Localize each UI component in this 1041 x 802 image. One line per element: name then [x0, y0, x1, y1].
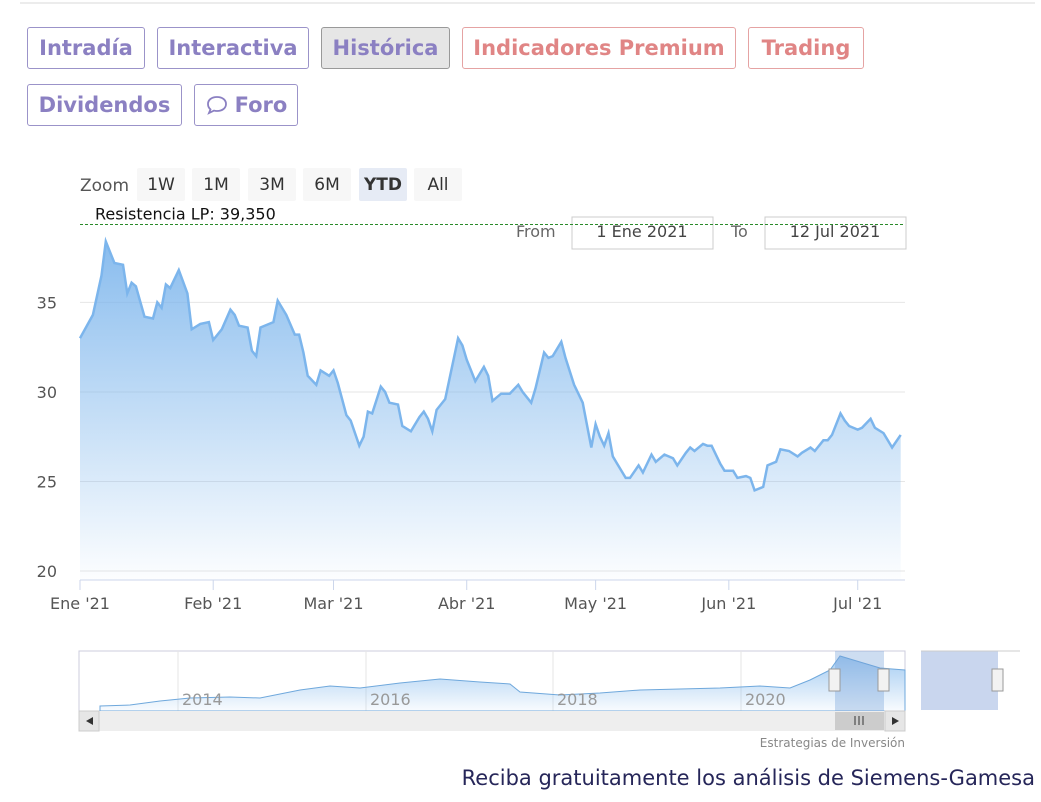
nav-series — [99, 655, 906, 712]
chat-icon — [206, 96, 227, 115]
x-tick-label: Jun '21 — [700, 594, 756, 613]
x-tick-label: Feb '21 — [184, 594, 242, 613]
zoom-button[interactable] — [137, 168, 185, 201]
zoom-button[interactable] — [248, 168, 296, 201]
tab-label: Foro — [234, 93, 288, 117]
tab[interactable]: Histórica — [321, 27, 450, 69]
nav-handle[interactable] — [991, 668, 1004, 692]
from-label: From — [516, 222, 556, 241]
tab[interactable]: Interactiva — [157, 27, 309, 69]
zoom-label: Zoom — [80, 176, 129, 196]
zoom-button-label: 6M — [314, 175, 339, 195]
area — [80, 241, 901, 580]
tab[interactable]: Dividendos — [27, 84, 182, 126]
scroll-right[interactable] — [884, 710, 906, 732]
y-tick-label: 25 — [37, 472, 57, 491]
nav-handle[interactable] — [877, 668, 890, 692]
nav-handle[interactable] — [828, 668, 841, 692]
tab[interactable]: Trading — [748, 27, 864, 69]
scrollbar — [79, 711, 905, 731]
nav-year: 2016 — [370, 690, 411, 709]
x-tick-label: Jul '21 — [832, 594, 882, 613]
zoom-button-label: All — [427, 175, 448, 195]
nav-window-ghost — [921, 651, 998, 710]
footer-text: Reciba gratuitamente los análisis de Sie… — [461, 766, 1035, 790]
x-tick-label: May '21 — [564, 594, 627, 613]
tab[interactable]: Foro — [194, 84, 298, 126]
grip — [854, 716, 864, 725]
zoom-button-label: YTD — [363, 175, 402, 195]
arrow — [892, 717, 899, 725]
to-input[interactable] — [764, 216, 907, 250]
y-tick-label: 30 — [37, 383, 57, 402]
scroll-left[interactable] — [78, 710, 100, 732]
line — [78, 236, 902, 493]
x-tick-label: Abr '21 — [438, 594, 496, 613]
zoom-button[interactable] — [192, 168, 240, 201]
nav-year: 2014 — [182, 690, 223, 709]
tab[interactable]: Indicadores Premium — [462, 27, 736, 69]
zoom-button-label: 1M — [203, 175, 228, 195]
from-value: 1 Ene 2021 — [596, 222, 687, 241]
scroll-thumb[interactable] — [835, 712, 884, 730]
to-value: 12 Jul 2021 — [790, 222, 881, 241]
x-tick-label: Mar '21 — [304, 594, 364, 613]
nav-window[interactable] — [835, 651, 884, 711]
navigator — [78, 650, 906, 712]
zoom-button-label: 1W — [147, 175, 175, 195]
y-tick-label: 20 — [37, 562, 57, 581]
from-input[interactable] — [571, 216, 714, 250]
nav-year: 2020 — [745, 690, 786, 709]
x-tick-label: Ene '21 — [50, 594, 110, 613]
zoom-button[interactable] — [414, 168, 462, 201]
zoom-button[interactable] — [303, 168, 351, 201]
to-label: To — [730, 222, 748, 241]
y-tick-label: 35 — [37, 293, 57, 312]
zoom-button[interactable] — [359, 168, 407, 201]
zoom-button-label: 3M — [259, 175, 284, 195]
nav-year: 2018 — [557, 690, 598, 709]
resistance-label: Resistencia LP: 39,350 — [95, 204, 276, 223]
credit: Estrategias de Inversión — [760, 736, 905, 750]
tab[interactable]: Intradía — [27, 27, 145, 69]
arrow — [86, 717, 93, 725]
